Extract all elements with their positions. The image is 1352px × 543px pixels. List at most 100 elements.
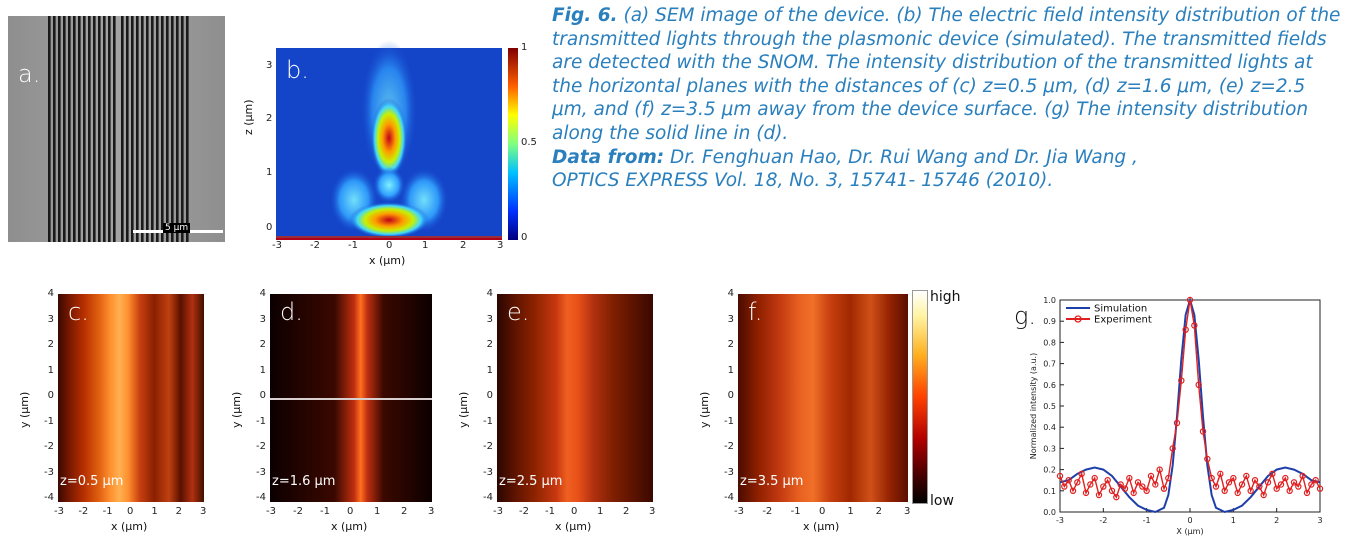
- y-tick-label: 0.0: [1043, 508, 1056, 517]
- y-tick: 2: [266, 113, 273, 124]
- intensity-map-panel: d. z=1.6 μm 4 3 2 1 0 -1 -2 -3 -4 -3 -2 -1 0 1 2 3 y (μm) x…: [230, 288, 452, 538]
- grating-slit: [78, 16, 81, 242]
- data-point: [1143, 487, 1150, 494]
- y-tick: -3: [483, 466, 493, 478]
- data-point: [1299, 472, 1306, 480]
- x-tick: -3: [734, 506, 744, 517]
- x-tick: -3: [272, 240, 282, 251]
- y-tick-label: 0.2: [1043, 466, 1056, 475]
- y-tick: 1: [266, 167, 273, 178]
- x-axis-label: x (μm): [331, 520, 368, 533]
- data-point: [1156, 466, 1163, 473]
- grating-slit: [83, 16, 86, 242]
- panel-letter: c.: [68, 298, 89, 326]
- x-tick: -3: [266, 506, 276, 517]
- x-tick: -2: [78, 506, 89, 517]
- y-tick-label: 0.5: [1043, 402, 1056, 411]
- grating-slit: [98, 16, 101, 242]
- grating-slit: [136, 16, 139, 242]
- data-point: [1230, 474, 1237, 482]
- colorbar-low-label: low: [930, 493, 954, 509]
- caption-text: (a) SEM image of the device. (b) The ele…: [552, 5, 1341, 144]
- y-axis-label: z (μm): [242, 99, 255, 135]
- sem-grating-image: [8, 16, 225, 242]
- data-point: [1147, 472, 1155, 480]
- series-line-experiment: [1059, 299, 1321, 499]
- y-tick: -4: [483, 492, 493, 503]
- data-point: [1169, 445, 1176, 452]
- x-tick: 1: [151, 506, 158, 517]
- y-tick: 3: [259, 313, 266, 325]
- grating-slit: [181, 16, 184, 242]
- data-point: [1225, 479, 1233, 486]
- x-axis-label: X (μm): [1176, 527, 1203, 536]
- data-point: [1269, 470, 1276, 478]
- x-tick: 0: [347, 506, 354, 517]
- x-tick-label: -3: [1056, 516, 1064, 525]
- intensity-map-image: [497, 294, 653, 502]
- data-point: [1186, 296, 1194, 304]
- x-tick-label: 0: [1187, 516, 1192, 525]
- panel-letter: e.: [507, 298, 530, 326]
- scale-bar-label: 5 μm: [163, 223, 191, 233]
- y-tick: 4: [47, 288, 54, 299]
- data-point: [1243, 472, 1250, 480]
- x-tick: -2: [293, 506, 303, 517]
- y-tick: 0: [266, 222, 273, 233]
- y-tick: 2: [259, 339, 266, 350]
- panel-g-profile-chart: 0.0 0.1 0.2 0.3 0.4 0.5 0.6 0.7 0.8 0.9 1.0 -3 -2 -1 0…: [1014, 290, 1346, 539]
- data-point: [1061, 483, 1068, 490]
- y-tick: -1: [724, 415, 734, 427]
- data-point: [1078, 470, 1085, 478]
- data-point: [1282, 474, 1289, 482]
- data-point: [1152, 481, 1159, 488]
- data-point: [1273, 485, 1280, 492]
- y-axis-label: y (μm): [18, 391, 31, 428]
- data-point: [1065, 476, 1072, 484]
- y-tick-label: 0.7: [1043, 360, 1056, 369]
- y-tick: -2: [44, 441, 54, 452]
- panel-letter: g.: [1014, 302, 1037, 330]
- y-tick: -3: [256, 466, 266, 478]
- x-tick: -2: [310, 240, 320, 251]
- data-point: [1295, 483, 1302, 490]
- data-point: [1234, 489, 1241, 497]
- legend-label: Simulation: [1094, 304, 1147, 315]
- grating-slit: [103, 16, 106, 242]
- data-source-authors: Dr. Fenghuan Hao, Dr. Rui Wang and Dr. J…: [664, 146, 1138, 168]
- grating-slit: [146, 16, 149, 242]
- z-distance-label: z=0.5 μm: [60, 474, 124, 489]
- data-point: [1251, 476, 1259, 484]
- grating-slit: [161, 16, 164, 242]
- plot-frame: [1059, 299, 1321, 513]
- y-tick: 2: [727, 339, 734, 350]
- y-tick: 1: [727, 364, 734, 376]
- x-tick: 0: [386, 240, 393, 251]
- y-tick: 4: [486, 288, 493, 299]
- x-axis-label: x (μm): [111, 520, 148, 533]
- figure-caption: Fig. 6. (a) SEM image of the device. (b)…: [552, 4, 1342, 193]
- grating-slit: [141, 16, 144, 242]
- x-tick: 0: [127, 506, 134, 517]
- y-tick: 0: [486, 390, 493, 401]
- y-tick-label: 0.1: [1043, 487, 1056, 496]
- x-tick: -1: [348, 240, 358, 251]
- y-tick: -3: [44, 466, 54, 478]
- y-axis-label: y (μm): [230, 391, 243, 428]
- data-point: [1290, 479, 1298, 486]
- data-point: [1303, 489, 1311, 497]
- data-point: [1126, 474, 1133, 482]
- grating-slit: [166, 16, 169, 242]
- y-tick: 4: [259, 288, 266, 299]
- y-tick: 0: [47, 390, 54, 401]
- y-tick: 1: [486, 364, 493, 376]
- data-point: [1074, 479, 1081, 486]
- y-tick-label: 0.3: [1043, 444, 1056, 453]
- grating-slit: [53, 16, 56, 242]
- x-axis-label: x (μm): [555, 520, 592, 533]
- grating-slit: [121, 16, 124, 242]
- z-distance-label: z=1.6 μm: [272, 474, 336, 489]
- y-tick: 0: [259, 390, 266, 401]
- data-point: [1204, 455, 1211, 463]
- data-point: [1247, 487, 1254, 494]
